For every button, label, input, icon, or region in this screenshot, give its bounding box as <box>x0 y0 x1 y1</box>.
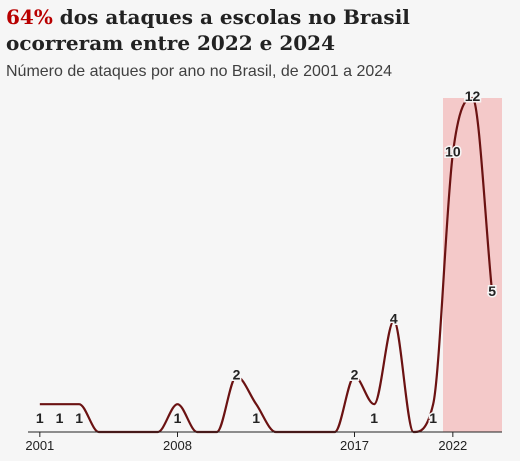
x-tick-label-2008: 2008 <box>163 438 192 453</box>
data-label-2011: 2 <box>233 366 241 382</box>
series-line <box>39 96 494 434</box>
data-label-2023: 12 <box>465 88 481 104</box>
title-text: dos ataques a escolas no Brasil ocorrera… <box>6 5 410 55</box>
data-label-2021: 1 <box>429 410 437 426</box>
data-label-2022: 10 <box>445 144 461 160</box>
data-label-2019: 4 <box>390 311 398 327</box>
data-label-2001: 1 <box>36 410 44 426</box>
x-tick-label-2001: 2001 <box>25 438 54 453</box>
x-tick-label-2022: 2022 <box>438 438 467 453</box>
data-label-2012: 1 <box>252 410 260 426</box>
data-label-2024: 5 <box>488 283 496 299</box>
chart-subtitle: Número de ataques por ano no Brasil, de … <box>6 63 393 80</box>
title-highlight: 64% <box>6 5 53 29</box>
data-label-2008: 1 <box>174 410 182 426</box>
x-tick-label-2017: 2017 <box>340 438 369 453</box>
data-label-2018: 1 <box>370 410 378 426</box>
data-label-2002: 1 <box>56 410 64 426</box>
data-label-2003: 1 <box>75 410 83 426</box>
chart-title: 64% dos ataques a escolas no Brasil ocor… <box>6 4 514 56</box>
data-label-2017: 2 <box>351 366 359 382</box>
